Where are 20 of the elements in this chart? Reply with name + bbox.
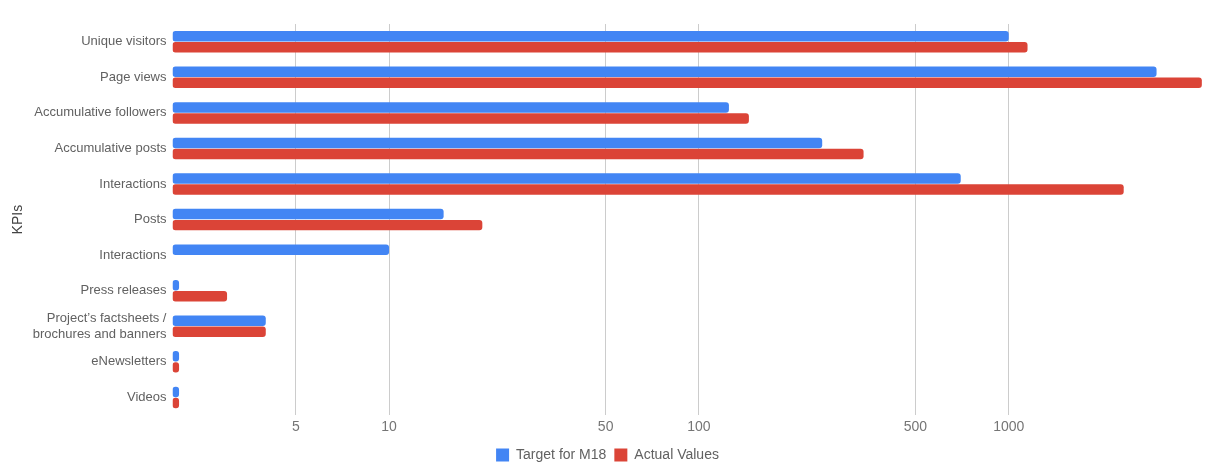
- y-tick-label: Page views: [100, 68, 167, 84]
- x-tick-label: 1000: [993, 418, 1025, 435]
- y-tick-label: Interactions: [99, 246, 167, 262]
- x-tick-label: 5: [291, 418, 300, 435]
- x-tick-label: 500: [903, 418, 928, 435]
- y-tick-label: Interactions: [99, 175, 167, 191]
- y-tick-label: Posts: [133, 211, 167, 227]
- legend-label: Target for M18: [516, 445, 607, 462]
- x-tick-label: 50: [597, 418, 614, 435]
- legend-label: Actual Values: [634, 445, 719, 462]
- y-tick-label: Videos: [126, 389, 167, 404]
- x-tick-label: 10: [381, 418, 398, 435]
- y-tick-label: Unique visitors: [81, 33, 167, 49]
- y-tick-label: Press releases: [80, 282, 167, 298]
- y-tick-label: Accumulative posts: [54, 140, 167, 156]
- y-axis-title: KPIs: [9, 204, 26, 235]
- y-tick-label: eNewsletters: [91, 353, 167, 369]
- y-tick-label: Project’s factsheets / brochures and banners: [32, 310, 167, 341]
- x-tick-label: 100: [687, 418, 711, 435]
- y-tick-label: Accumulative followers: [34, 104, 167, 120]
